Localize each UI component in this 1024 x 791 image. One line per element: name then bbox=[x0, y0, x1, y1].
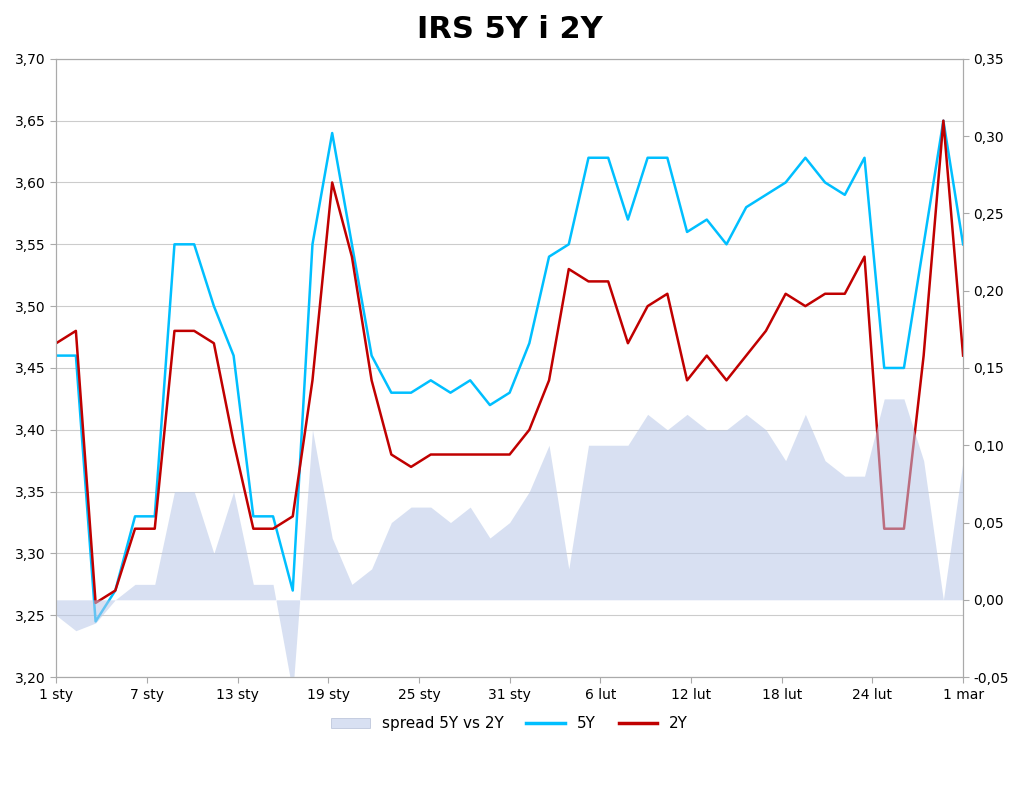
Legend: spread 5Y vs 2Y, 5Y, 2Y: spread 5Y vs 2Y, 5Y, 2Y bbox=[326, 710, 694, 737]
Title: IRS 5Y i 2Y: IRS 5Y i 2Y bbox=[417, 15, 602, 44]
